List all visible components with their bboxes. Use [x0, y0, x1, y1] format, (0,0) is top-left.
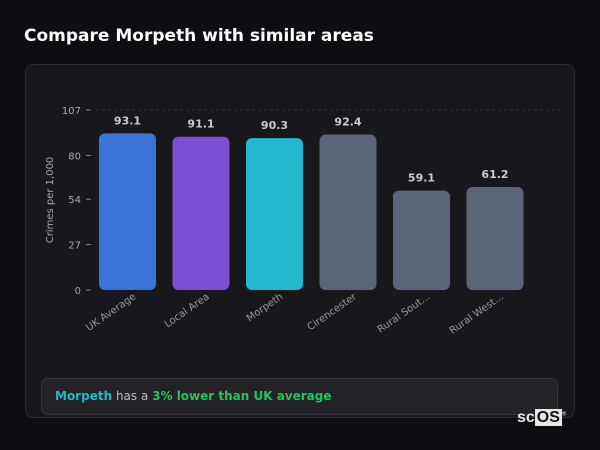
y-tick-label: 0 [75, 286, 81, 297]
y-tick-label: 54 [68, 195, 81, 206]
insight-difference: 3% lower than UK average [152, 389, 332, 403]
page-title: Compare Morpeth with similar areas [24, 26, 374, 46]
data-label: 92.4 [334, 116, 361, 129]
bar [246, 138, 303, 290]
x-tick-label: Cirencester [306, 291, 360, 333]
y-tick-label: 27 [68, 241, 81, 252]
y-axis-label: Crimes per 1,000 [45, 157, 56, 244]
y-tick-label: 80 [68, 151, 81, 162]
data-label: 59.1 [408, 172, 435, 185]
x-tick-label: UK Average [84, 291, 138, 333]
data-label: 61.2 [481, 168, 508, 181]
insight-box: Morpeth has a 3% lower than UK average [41, 378, 558, 415]
data-label: 90.3 [261, 119, 288, 132]
x-tick-label: Rural Sout... [376, 291, 433, 335]
bar [172, 136, 230, 290]
bar [466, 187, 524, 290]
x-tick-label: Local Area [163, 291, 212, 330]
insight-text: has a [112, 389, 153, 403]
x-tick-label: Morpeth [245, 291, 285, 324]
data-label: 91.1 [187, 118, 214, 131]
x-tick-label: Rural West... [448, 291, 506, 336]
y-tick-label: 107 [62, 106, 81, 117]
bar [393, 190, 450, 290]
bar [99, 133, 156, 290]
scos-logo: sc OS ® [517, 409, 567, 426]
data-label: 93.1 [114, 114, 141, 127]
insight-place: Morpeth [55, 389, 113, 403]
bar [319, 134, 377, 290]
